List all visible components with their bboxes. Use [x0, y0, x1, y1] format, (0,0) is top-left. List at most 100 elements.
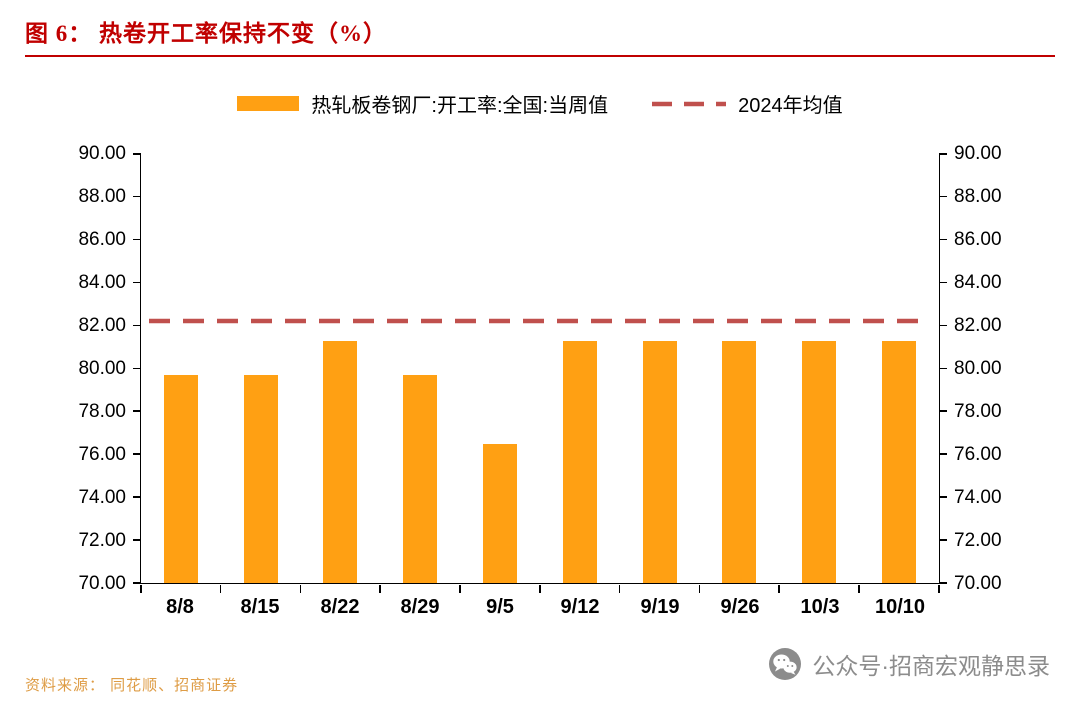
y-tick-label: 82.00 — [954, 315, 1002, 336]
y-tick-label: 86.00 — [78, 229, 126, 250]
y-axis-tick — [939, 367, 947, 369]
watermark: 公众号·招商宏观静思录 — [768, 647, 1050, 681]
y-tick-label: 78.00 — [78, 401, 126, 422]
y-axis-tick — [939, 324, 947, 327]
y-axis-tick — [939, 195, 947, 198]
bar-8-15 — [243, 374, 278, 583]
y-axis-tick — [133, 367, 141, 369]
bar-slot — [380, 154, 460, 583]
x-tick-label-9-19: 9/19 — [640, 596, 680, 618]
bar-9-19 — [642, 340, 677, 583]
bar-9-12 — [562, 340, 597, 583]
y-axis-tick — [939, 410, 947, 412]
y-tick-label: 88.00 — [78, 186, 126, 207]
legend-item-avg-line: 2024年均值 — [652, 89, 843, 118]
y-axis-tick — [939, 153, 947, 155]
y-tick-label: 90.00 — [78, 143, 126, 164]
x-tick-label-8-8: 8/8 — [166, 596, 194, 618]
x-tick-label-8-22: 8/22 — [320, 596, 360, 618]
x-tick-label-9-26: 9/26 — [720, 596, 760, 618]
y-tick-label: 72.00 — [954, 530, 1002, 551]
bar-slot — [859, 154, 939, 583]
y-tick-label: 80.00 — [78, 358, 126, 379]
source-note: 资料来源： 同花顺、招商证券 — [25, 677, 239, 694]
y-axis-tick — [133, 539, 141, 541]
x-axis-tick — [299, 584, 302, 593]
x-tick-label-10-3: 10/3 — [800, 596, 840, 618]
x-axis-tick — [698, 584, 701, 593]
bar-chart: 90.00 88.00 86.00 84.00 82.00 80.00 78.00 76.00… — [28, 143, 1052, 594]
y-axis-tick — [939, 496, 947, 498]
y-axis-left: 90.00 88.00 86.00 84.00 82.00 80.00 78.00 76.00… — [28, 143, 140, 594]
y-axis-tick — [939, 238, 947, 241]
avg-line-label: 2024年均值 — [738, 95, 843, 117]
y-tick-label: 88.00 — [954, 186, 1002, 207]
figure-title: 图 6： 热卷开工率保持不变（%） — [25, 21, 387, 46]
y-axis-tick — [133, 195, 141, 198]
y-axis-tick — [133, 153, 141, 155]
y-tick-label: 82.00 — [78, 315, 126, 336]
x-axis-tick — [858, 584, 860, 593]
y-tick-label: 90.00 — [954, 143, 1002, 164]
y-tick-label: 70.00 — [78, 573, 126, 594]
x-axis-tick — [140, 584, 142, 593]
x-axis: 8/8 8/15 8/22 8/29 9/5 9/12 9/19 9/26 10/3 10/10 — [28, 584, 1052, 619]
bar-slot — [779, 154, 859, 583]
legend-item-bar-series: 热轧板卷钢厂:开工率:全国:当周值 — [237, 89, 608, 118]
x-tick-label-9-12: 9/12 — [560, 596, 600, 618]
x-axis-tick — [938, 584, 940, 593]
wechat-icon — [769, 648, 802, 680]
y-tick-label: 84.00 — [78, 272, 126, 293]
bar-10-10 — [882, 340, 917, 583]
x-axis-tick — [379, 584, 381, 593]
bar-series-label: 热轧板卷钢厂:开工率:全国:当周值 — [311, 95, 609, 117]
y-axis-tick — [133, 453, 141, 455]
bar-slot — [301, 154, 381, 583]
x-tick-label-8-29: 8/29 — [400, 596, 440, 618]
bar-series-swatch — [237, 96, 300, 111]
y-axis-tick — [133, 238, 141, 241]
y-axis-tick — [939, 539, 947, 541]
x-tick-label-10-10: 10/10 — [874, 596, 926, 618]
chart-legend: 热轧板卷钢厂:开工率:全国:当周值 2024年均值 — [0, 89, 1080, 118]
bar-8-8 — [163, 374, 198, 583]
y-tick-label: 74.00 — [954, 487, 1002, 508]
y-tick-label: 76.00 — [954, 444, 1002, 465]
y-tick-label: 80.00 — [954, 358, 1002, 379]
bar-slot — [700, 154, 780, 583]
x-tick-label-9-5: 9/5 — [486, 596, 514, 618]
bar-slot — [141, 154, 221, 583]
bar-10-3 — [802, 340, 837, 583]
x-axis-tick — [539, 584, 541, 593]
y-tick-label: 76.00 — [78, 444, 126, 465]
bar-slot — [540, 154, 620, 583]
x-axis-tick — [459, 584, 461, 593]
x-axis-labels: 8/8 8/15 8/22 8/29 9/5 9/12 9/19 9/26 10/3 10/10 — [140, 584, 940, 619]
y-axis-right: 90.00 88.00 86.00 84.00 82.00 80.00 78.00 76.00… — [940, 143, 1052, 594]
bar-slot — [221, 154, 301, 583]
x-axis-tick — [778, 584, 780, 593]
y-axis-tick — [939, 582, 947, 584]
bar-slot — [620, 154, 700, 583]
y-tick-label: 84.00 — [954, 272, 1002, 293]
bar-9-26 — [722, 340, 757, 583]
bar-8-29 — [403, 374, 438, 583]
y-tick-label: 86.00 — [954, 229, 1002, 250]
y-axis-tick — [133, 410, 141, 412]
y-tick-label: 78.00 — [954, 401, 1002, 422]
title-underline — [25, 55, 1055, 57]
x-axis-tick — [618, 584, 621, 593]
bar-9-5 — [483, 443, 518, 583]
bar-8-22 — [323, 340, 358, 583]
plot-area — [133, 153, 947, 593]
bar-slot — [460, 154, 540, 583]
x-axis-tick — [219, 584, 222, 593]
y-axis-tick — [939, 281, 947, 284]
y-axis-tick — [133, 582, 141, 584]
y-tick-label: 70.00 — [954, 573, 1002, 594]
y-tick-label: 74.00 — [78, 487, 126, 508]
y-axis-tick — [133, 281, 141, 284]
y-tick-label: 72.00 — [78, 530, 126, 551]
bars — [141, 154, 939, 583]
